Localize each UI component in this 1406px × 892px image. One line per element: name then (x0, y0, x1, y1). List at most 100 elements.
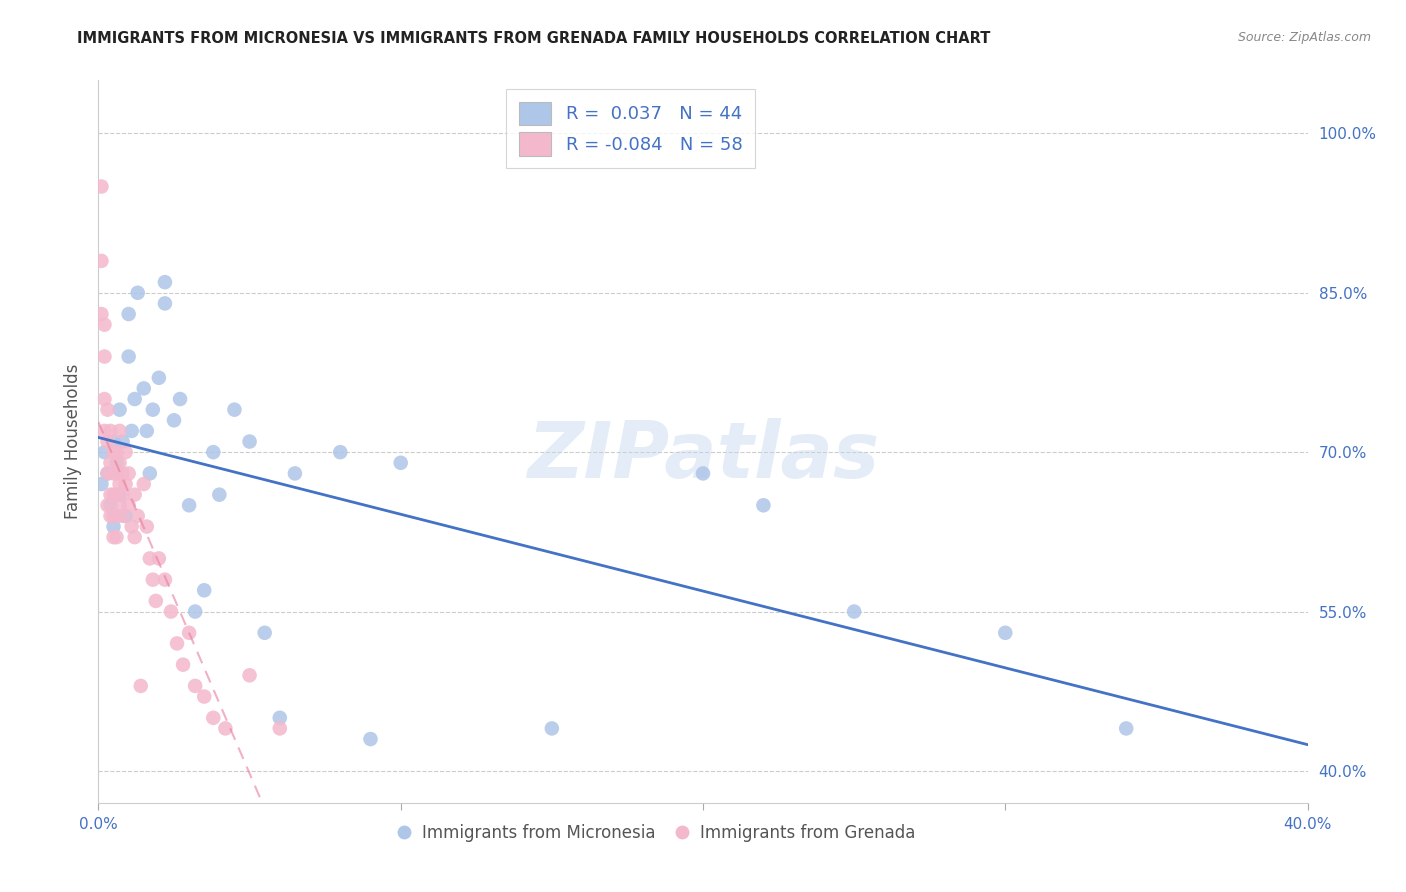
Point (360, 732, 382, 747)
Text: ZIPatlas: ZIPatlas (527, 418, 879, 494)
Point (163, 413, 186, 427)
Point (329, 445, 352, 459)
Point (142, 402, 165, 417)
Point (100, 508, 122, 523)
Point (108, 424, 131, 438)
Point (269, 711, 291, 725)
Point (100, 498, 122, 512)
Point (105, 508, 128, 523)
Point (160, 605, 183, 619)
Point (103, 519, 125, 533)
Point (148, 551, 170, 566)
Point (135, 424, 157, 438)
Point (121, 424, 143, 438)
Point (93, 350, 115, 364)
Point (172, 657, 194, 672)
Point (111, 488, 134, 502)
Point (103, 488, 125, 502)
Point (118, 350, 141, 364)
Legend: Immigrants from Micronesia, Immigrants from Grenada: Immigrants from Micronesia, Immigrants f… (387, 817, 922, 848)
Point (90, 477, 112, 491)
Point (105, 445, 128, 459)
Point (208, 488, 231, 502)
Point (105, 467, 128, 481)
Point (752, 498, 775, 512)
Point (540, 722, 562, 736)
Point (111, 467, 134, 481)
Point (93, 424, 115, 438)
Point (114, 477, 136, 491)
Point (124, 530, 146, 544)
Point (179, 625, 201, 640)
Point (105, 488, 128, 502)
Point (153, 275, 176, 289)
Point (96, 434, 118, 449)
Point (108, 402, 131, 417)
Point (1115, 722, 1137, 736)
Point (111, 508, 134, 523)
Point (127, 508, 149, 523)
Point (844, 605, 866, 619)
Point (124, 392, 146, 406)
Point (90, 179, 112, 194)
Point (90, 254, 112, 268)
Point (90, 307, 112, 321)
Point (139, 551, 162, 566)
Point (100, 424, 122, 438)
Point (100, 488, 122, 502)
Point (169, 392, 191, 406)
Point (239, 434, 262, 449)
Point (153, 573, 176, 587)
Point (166, 636, 188, 650)
Point (139, 467, 162, 481)
Point (103, 467, 125, 481)
Point (124, 488, 146, 502)
Point (96, 467, 118, 481)
Point (103, 530, 125, 544)
Point (114, 508, 136, 523)
Text: IMMIGRANTS FROM MICRONESIA VS IMMIGRANTS FROM GRENADA FAMILY HOUSEHOLDS CORRELAT: IMMIGRANTS FROM MICRONESIA VS IMMIGRANTS… (77, 31, 991, 46)
Point (118, 307, 141, 321)
Point (105, 456, 128, 470)
Point (108, 477, 131, 491)
Point (202, 445, 225, 459)
Point (100, 456, 122, 470)
Point (132, 381, 155, 395)
Point (202, 711, 225, 725)
Point (96, 467, 118, 481)
Point (284, 467, 307, 481)
Point (108, 498, 131, 512)
Point (93, 318, 115, 332)
Point (193, 583, 215, 598)
Point (692, 467, 714, 481)
Point (132, 477, 155, 491)
Point (148, 371, 170, 385)
Point (96, 402, 118, 417)
Point (118, 467, 141, 481)
Point (214, 722, 236, 736)
Point (105, 530, 128, 544)
Point (179, 498, 201, 512)
Point (108, 456, 131, 470)
Point (103, 445, 125, 459)
Point (93, 392, 115, 406)
Point (269, 722, 291, 736)
Point (121, 519, 143, 533)
Point (994, 625, 1017, 640)
Point (93, 445, 115, 459)
Point (108, 488, 131, 502)
Point (153, 296, 176, 310)
Point (96, 498, 118, 512)
Point (142, 573, 165, 587)
Y-axis label: Family Households: Family Households (65, 364, 83, 519)
Point (224, 402, 246, 417)
Point (193, 690, 215, 704)
Point (129, 679, 152, 693)
Point (145, 594, 167, 608)
Point (118, 498, 141, 512)
Point (239, 668, 262, 682)
Point (127, 285, 149, 300)
Point (389, 456, 412, 470)
Text: Source: ZipAtlas.com: Source: ZipAtlas.com (1237, 31, 1371, 45)
Point (135, 519, 157, 533)
